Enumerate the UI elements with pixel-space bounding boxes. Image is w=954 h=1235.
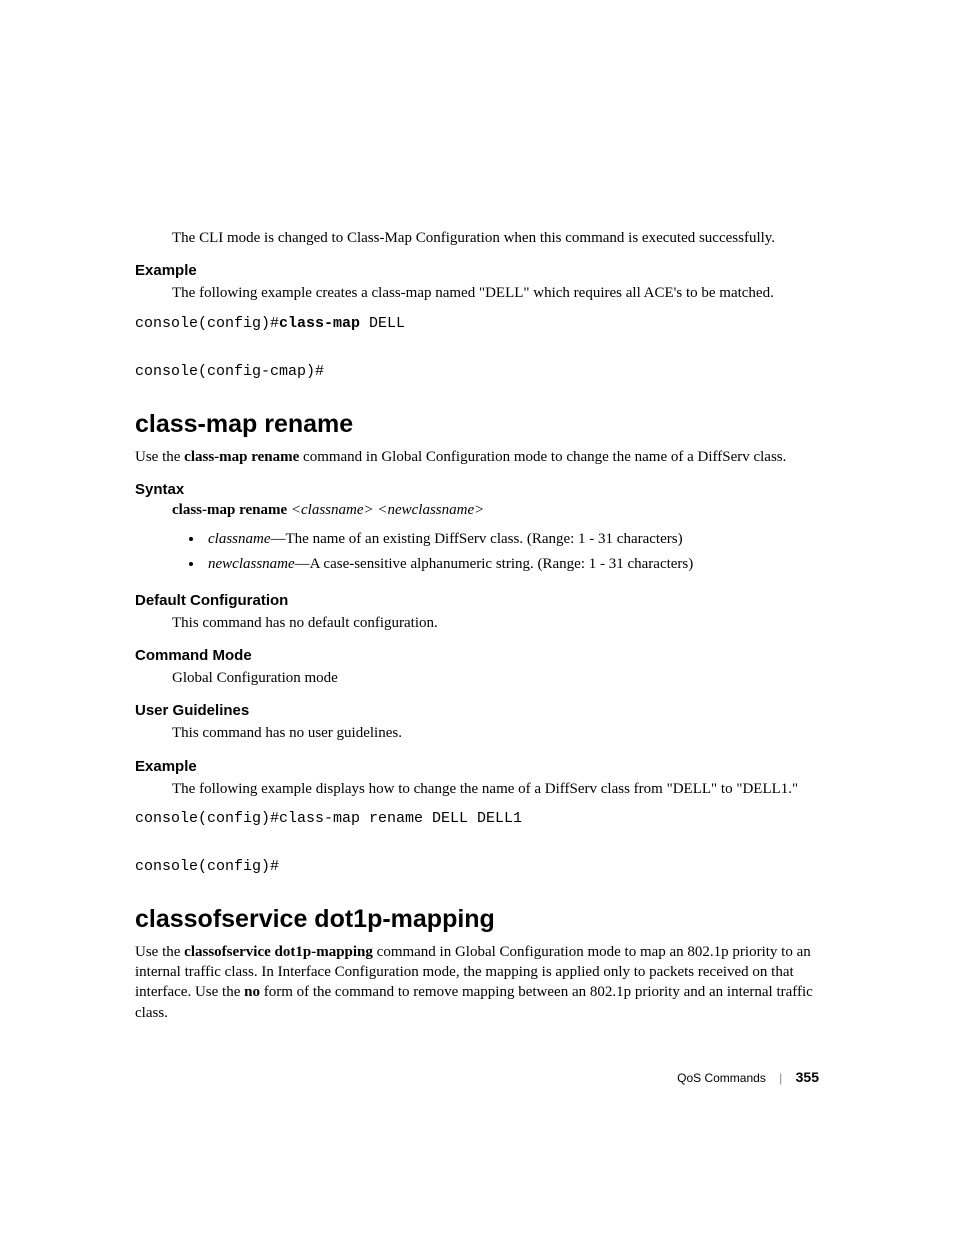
example1-code: console(config)#class-map DELL console(c… xyxy=(135,312,819,384)
default-config-text: This command has no default configuratio… xyxy=(172,613,819,633)
syntax-line: class-map rename <classname> <newclassna… xyxy=(172,502,819,519)
default-config-heading: Default Configuration xyxy=(135,592,819,609)
footer-page-number: 355 xyxy=(796,1069,819,1085)
command-mode-heading: Command Mode xyxy=(135,647,819,664)
intro-mode-text: The CLI mode is changed to Class-Map Con… xyxy=(172,228,819,248)
footer-section-name: QoS Commands xyxy=(677,1071,766,1085)
example2-text: The following example displays how to ch… xyxy=(172,779,819,799)
syntax-bullet-list: classname—The name of an existing DiffSe… xyxy=(172,527,819,578)
example1-text: The following example creates a class-ma… xyxy=(172,283,819,303)
syntax-bullet-2: newclassname—A case-sensitive alphanumer… xyxy=(204,552,819,578)
document-page: The CLI mode is changed to Class-Map Con… xyxy=(0,0,954,1023)
cos-intro: Use the classofservice dot1p-mapping com… xyxy=(135,942,819,1023)
syntax-heading: Syntax xyxy=(135,481,819,498)
rename-intro: Use the class-map rename command in Glob… xyxy=(135,447,819,467)
example1-heading: Example xyxy=(135,262,819,279)
user-guidelines-heading: User Guidelines xyxy=(135,702,819,719)
page-footer: QoS Commands | 355 xyxy=(677,1069,819,1085)
section-title-rename: class-map rename xyxy=(135,410,819,439)
command-mode-text: Global Configuration mode xyxy=(172,668,819,688)
user-guidelines-text: This command has no user guidelines. xyxy=(172,723,819,743)
example2-heading: Example xyxy=(135,758,819,775)
section-title-cos: classofservice dot1p-mapping xyxy=(135,905,819,934)
footer-separator: | xyxy=(779,1071,782,1085)
syntax-bullet-1: classname—The name of an existing DiffSe… xyxy=(204,527,819,553)
example2-code: console(config)#class-map rename DELL DE… xyxy=(135,807,819,879)
